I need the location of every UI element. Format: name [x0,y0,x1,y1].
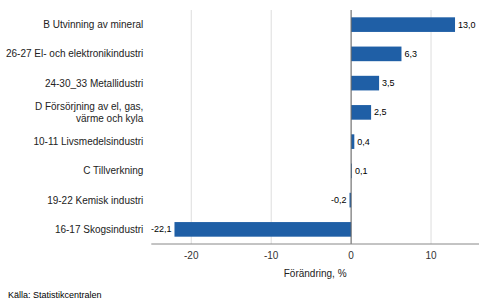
category-label: C Tillverkning [83,165,143,176]
category-label: 24-30_33 Metallidustri [45,78,143,89]
category-labels: 16-17 Skogsindustri 19-22 Kemisk industri… [6,19,144,235]
zero-line [351,10,352,244]
grid [191,10,431,244]
source-note: Källa: Statistikcentralen [8,290,102,300]
category-label: 10-11 Livsmedelsindustri [33,136,143,147]
bars [174,17,455,236]
grid-line [191,10,192,244]
category-label: B Utvinning av mineral [43,19,143,30]
data-label: -0,2 [331,195,347,205]
data-label: 13,0 [458,20,476,30]
data-label: -22,1 [151,224,172,234]
bar [351,76,379,91]
chart: -22,1 -0,2 0,1 0,4 2,5 3,5 6,3 13,0 16-17 Skogsi… [0,0,493,304]
x-axis-line [151,244,479,245]
x-tick-label: -10 [264,250,279,261]
x-tick-label: 10 [425,250,437,261]
data-label: 6,3 [404,49,417,59]
grid-line [431,10,432,244]
grid-line [271,10,272,244]
category-label: 16-17 Skogsindustri [55,224,143,235]
data-label: 0,1 [355,166,368,176]
data-label: 0,4 [357,137,370,147]
data-label: 2,5 [374,107,387,117]
bar [351,17,455,32]
data-label: 3,5 [382,78,395,88]
data-labels: -22,1 -0,2 0,1 0,4 2,5 3,5 6,3 13,0 [151,20,476,235]
bar [351,47,401,62]
x-tick-label: -20 [184,250,199,261]
bar [174,222,351,237]
category-label: D Försörjning av el, gas,värme och kyla [35,101,144,124]
x-axis-label: Förändring, % [284,268,347,279]
x-tick-labels: -20 -10 0 10 [184,250,437,261]
category-label: 19-22 Kemisk industri [47,195,143,206]
grid-line [351,10,352,244]
bar [351,105,371,120]
x-tick-label: 0 [348,250,354,261]
category-label: 26-27 El- och elektronikindustri [6,48,143,59]
